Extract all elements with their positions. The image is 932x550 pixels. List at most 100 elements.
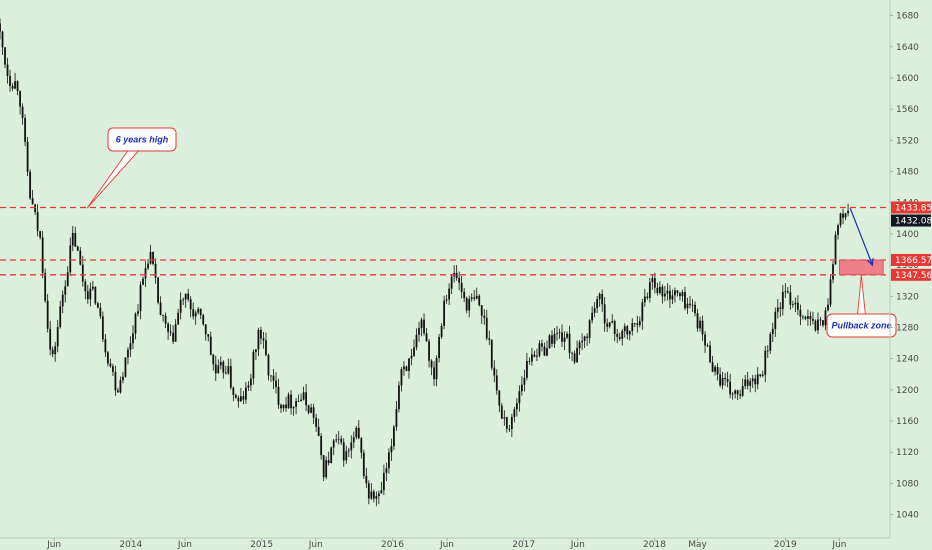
candle-body — [543, 346, 546, 356]
candle-body — [365, 475, 368, 484]
candle-body — [774, 311, 777, 329]
candle-body — [684, 292, 686, 309]
candle-body — [270, 375, 272, 377]
annotation-label: Pullback zone — [831, 321, 891, 331]
candle-body — [192, 309, 195, 317]
candle-body — [558, 332, 561, 334]
candle-body — [746, 379, 749, 386]
candle-body — [187, 293, 190, 300]
candle-body — [643, 296, 646, 303]
candle-body — [109, 363, 112, 367]
candle-body — [212, 354, 215, 365]
candle-body — [330, 447, 333, 464]
candle-body — [425, 333, 428, 342]
candle-body — [641, 302, 644, 322]
candle-body — [832, 264, 834, 280]
candle-body — [370, 491, 373, 499]
candle-body — [61, 294, 64, 307]
candle-body — [430, 360, 433, 368]
candle-body — [337, 438, 340, 440]
candle-body — [450, 276, 453, 289]
candle-body — [106, 352, 109, 364]
candle-body — [583, 336, 586, 341]
candle-body — [498, 390, 501, 406]
candle-body — [679, 293, 681, 297]
forecast-arrow-head — [866, 258, 874, 267]
time-axis[interactable]: Jun 2014 Jun 2015 Jun 2016 Jun 2017 Jun 2018 May 20… — [46, 538, 846, 550]
candle-body — [375, 496, 378, 499]
x-tick-label: 2015 — [250, 540, 273, 550]
candle-body — [827, 304, 829, 311]
candle-body — [812, 319, 814, 321]
candle-body — [127, 349, 129, 358]
candle-body — [44, 272, 47, 301]
candle-body — [362, 452, 365, 476]
candle-body — [428, 341, 430, 361]
candle-body — [726, 379, 729, 382]
candle-body — [152, 251, 154, 265]
y-tick-label: 1080 — [896, 479, 919, 489]
candle-body — [556, 333, 558, 334]
candle-body — [839, 213, 842, 226]
candle-body — [317, 426, 320, 436]
candle-body — [209, 336, 212, 355]
candle-body — [86, 291, 89, 300]
candle-body — [137, 311, 139, 314]
candle-body — [694, 304, 696, 314]
candle-body — [76, 246, 79, 251]
pullback-zone-layer — [839, 207, 884, 276]
candle-body — [606, 323, 609, 327]
candle-body — [66, 272, 69, 287]
candle-body — [661, 286, 664, 297]
candle-body — [367, 483, 370, 499]
candle-body — [817, 319, 819, 331]
candle-body — [789, 292, 792, 305]
candle-body — [29, 171, 32, 199]
candle-body — [295, 401, 297, 407]
x-tick-label: 2017 — [512, 540, 535, 550]
candle-body — [112, 366, 114, 372]
candle-body — [829, 279, 832, 305]
candle-body — [573, 353, 576, 363]
candle-body — [749, 381, 752, 386]
candle-body — [19, 91, 21, 107]
candle-body — [124, 357, 127, 377]
candle-body — [448, 288, 451, 300]
candle-body — [327, 460, 330, 464]
candle-body — [729, 381, 732, 395]
candle-body — [69, 245, 72, 273]
candle-body — [134, 313, 137, 334]
candle-body — [819, 319, 822, 321]
candle-body — [355, 427, 358, 438]
candle-body — [224, 372, 227, 374]
candle-body — [686, 303, 689, 309]
candle-body — [229, 366, 232, 388]
candle-body — [307, 405, 310, 413]
candle-body — [154, 264, 157, 278]
candle-body — [219, 361, 222, 366]
candle-body — [734, 390, 737, 394]
candle-body — [24, 117, 26, 142]
candle-body — [252, 351, 255, 379]
candle-body — [500, 405, 503, 419]
candle-body — [39, 231, 42, 238]
candle-body — [377, 493, 380, 497]
candle-body — [571, 352, 573, 354]
candle-body — [515, 403, 518, 410]
candle-body — [184, 293, 187, 300]
candle-body — [129, 343, 132, 350]
candle-body — [716, 366, 719, 375]
candle-body — [791, 304, 794, 306]
candle-body — [598, 293, 601, 300]
candle-body — [199, 308, 202, 316]
candle-body — [503, 417, 506, 419]
candle-body — [179, 299, 182, 313]
candle-body — [257, 329, 260, 350]
candle-body — [563, 337, 566, 342]
candle-body — [122, 376, 124, 381]
y-tick-label: 1320 — [896, 292, 919, 302]
candle-body — [197, 308, 200, 313]
candle-body — [458, 278, 461, 283]
candle-body — [117, 390, 119, 393]
